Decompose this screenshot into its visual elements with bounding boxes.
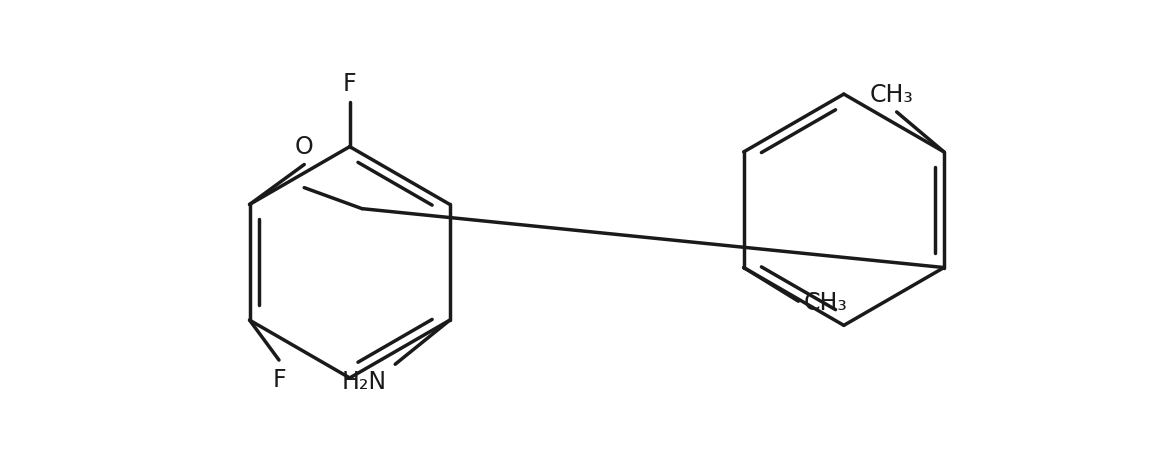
Text: H₂N: H₂N: [342, 370, 387, 394]
Text: O: O: [295, 135, 314, 159]
Text: CH₃: CH₃: [869, 83, 913, 107]
Text: F: F: [272, 369, 286, 392]
Text: F: F: [343, 72, 357, 96]
Text: CH₃: CH₃: [804, 291, 847, 315]
